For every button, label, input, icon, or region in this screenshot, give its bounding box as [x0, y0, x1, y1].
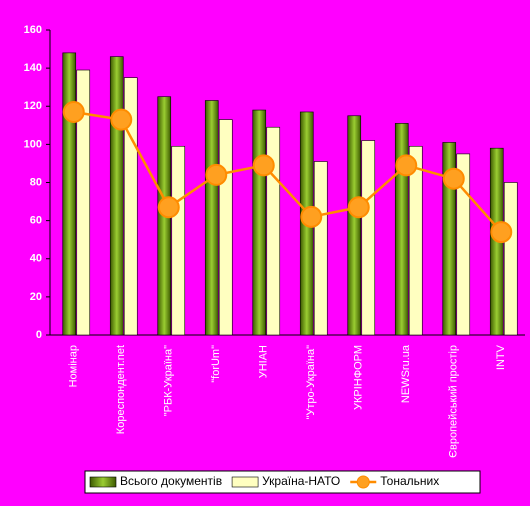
x-tick-label: NEWSru.ua	[400, 344, 412, 403]
y-tick-label: 120	[24, 100, 42, 112]
legend-box	[84, 470, 481, 494]
line-marker	[442, 167, 465, 190]
y-tick-label: 160	[24, 24, 42, 36]
line-marker	[300, 205, 323, 228]
x-tick-label: "РБК-Україна"	[163, 345, 175, 416]
line-marker	[490, 221, 513, 244]
line-marker	[110, 108, 133, 131]
y-tick-label: 40	[30, 253, 42, 265]
x-tick-label: "forUm"	[210, 345, 222, 383]
x-tick-label: УКРІНФОРМ	[353, 345, 365, 410]
legend-label: Тональних	[380, 474, 439, 488]
y-tick-label: 80	[30, 176, 42, 188]
bar	[408, 145, 423, 336]
line	[73, 110, 503, 233]
bar	[171, 145, 186, 336]
bar	[109, 56, 124, 336]
bar	[347, 115, 362, 336]
bar	[313, 161, 328, 336]
legend-swatch	[231, 476, 259, 488]
bar	[218, 119, 233, 336]
legend-label: Всього документів	[120, 474, 222, 488]
y-tick-label: 60	[30, 215, 42, 227]
bar	[62, 52, 77, 336]
bar	[503, 182, 518, 336]
x-tick-label: "Утро-Україна"	[305, 345, 317, 420]
bar	[456, 153, 471, 336]
bar	[361, 140, 376, 336]
line-marker	[347, 196, 370, 219]
bar	[442, 142, 457, 336]
line-marker	[252, 154, 275, 177]
x-tick-label: Кореспондент.net	[115, 345, 127, 434]
bar	[204, 100, 219, 336]
y-tick-label: 0	[36, 329, 42, 341]
y-tick-label: 20	[30, 291, 42, 303]
legend-swatch	[356, 475, 370, 489]
line-marker	[62, 100, 85, 123]
line-marker	[395, 154, 418, 177]
y-tick-label: 140	[24, 62, 42, 74]
line-marker	[205, 163, 228, 186]
line-marker	[157, 196, 180, 219]
x-tick-label: Європейський простір	[448, 345, 460, 458]
bar	[394, 123, 409, 336]
x-tick-label: УНІАН	[258, 345, 270, 378]
legend: Всього документів Україна-НАТО Тональних	[84, 470, 481, 494]
bar	[252, 109, 267, 336]
x-tick-label: INTV	[495, 344, 507, 370]
legend-label: Україна-НАТО	[262, 474, 340, 488]
x-tick-label: Номінар	[68, 345, 80, 387]
y-tick-label: 100	[24, 138, 42, 150]
bar	[76, 69, 91, 336]
legend-swatch	[89, 476, 117, 488]
